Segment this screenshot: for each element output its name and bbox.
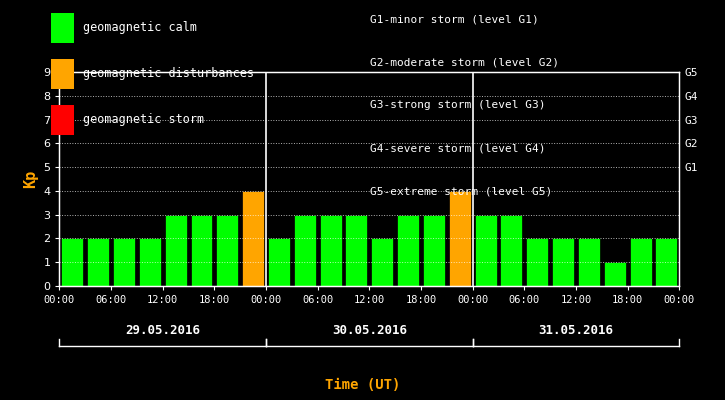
Text: geomagnetic disturbances: geomagnetic disturbances: [83, 68, 254, 80]
Bar: [552, 238, 574, 286]
Bar: [346, 215, 368, 286]
Text: 29.05.2016: 29.05.2016: [125, 324, 200, 336]
Bar: [655, 238, 677, 286]
Text: 31.05.2016: 31.05.2016: [539, 324, 613, 336]
Bar: [423, 215, 445, 286]
Bar: [397, 215, 419, 286]
Bar: [242, 191, 264, 286]
Bar: [449, 191, 471, 286]
Bar: [216, 215, 239, 286]
Text: 30.05.2016: 30.05.2016: [332, 324, 407, 336]
Text: G4-severe storm (level G4): G4-severe storm (level G4): [370, 144, 545, 154]
Y-axis label: Kp: Kp: [22, 170, 38, 188]
Bar: [268, 238, 290, 286]
Bar: [371, 238, 393, 286]
Bar: [191, 215, 212, 286]
Bar: [629, 238, 652, 286]
Bar: [294, 215, 316, 286]
Bar: [604, 262, 626, 286]
Bar: [320, 215, 341, 286]
Text: geomagnetic calm: geomagnetic calm: [83, 22, 197, 34]
Text: G5-extreme storm (level G5): G5-extreme storm (level G5): [370, 187, 552, 197]
Text: G3-strong storm (level G3): G3-strong storm (level G3): [370, 100, 545, 110]
Bar: [475, 215, 497, 286]
Bar: [500, 215, 523, 286]
Bar: [87, 238, 109, 286]
Bar: [165, 215, 186, 286]
Bar: [526, 238, 548, 286]
Bar: [113, 238, 135, 286]
Text: Time (UT): Time (UT): [325, 378, 400, 392]
Bar: [578, 238, 600, 286]
Bar: [62, 238, 83, 286]
Text: G1-minor storm (level G1): G1-minor storm (level G1): [370, 14, 539, 24]
Text: geomagnetic storm: geomagnetic storm: [83, 114, 204, 126]
Bar: [139, 238, 161, 286]
Text: G2-moderate storm (level G2): G2-moderate storm (level G2): [370, 57, 559, 67]
